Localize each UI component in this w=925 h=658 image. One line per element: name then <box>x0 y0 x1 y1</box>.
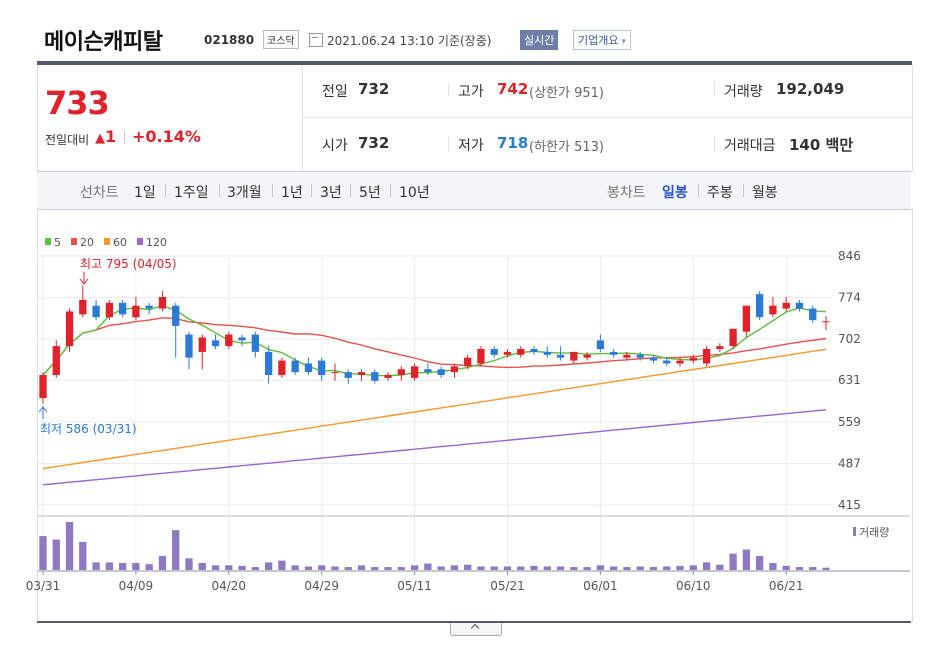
corp-info-dropdown[interactable]: 기업개요 <box>573 30 631 50</box>
candle-daily[interactable]: 일봉 <box>662 185 688 201</box>
cell-sep <box>448 82 449 96</box>
period-1y[interactable]: 1년 <box>281 185 303 201</box>
tab-sep <box>698 184 699 197</box>
cell-sep <box>714 137 715 151</box>
amount-value: 140 백만 <box>789 136 854 154</box>
open-value: 732 <box>358 134 390 152</box>
cell-sep <box>448 137 449 151</box>
volume-value: 192,049 <box>776 80 845 98</box>
period-3m[interactable]: 3개월 <box>227 185 262 201</box>
market-badge: 코스닥 <box>263 30 299 49</box>
current-price: 733 <box>45 84 110 122</box>
lower-limit: (하한가 513) <box>529 140 604 155</box>
collapse-button[interactable] <box>450 623 502 636</box>
line-chart-label: 선차트 <box>80 185 119 201</box>
high-label: 고가 <box>458 84 484 100</box>
stock-code: 021880 <box>204 33 255 47</box>
period-1d[interactable]: 1일 <box>134 185 156 201</box>
chart-area <box>37 208 913 622</box>
amount-label: 거래대금 <box>724 138 776 154</box>
tab-sep <box>165 184 166 197</box>
tab-sep <box>743 184 744 197</box>
up-triangle-icon: ▲ <box>95 131 105 146</box>
top-divider <box>37 61 912 65</box>
change-value: ▲1 <box>95 127 116 146</box>
prev-close-value: 732 <box>358 80 390 98</box>
chart-toolbar <box>37 171 911 210</box>
period-10y[interactable]: 10년 <box>399 185 430 201</box>
tab-sep <box>350 184 351 197</box>
period-1w[interactable]: 1주일 <box>174 185 209 201</box>
candle-weekly[interactable]: 주봉 <box>707 185 733 201</box>
low-value: 718 <box>497 134 529 152</box>
tab-sep <box>311 184 312 197</box>
bottom-divider <box>37 621 911 623</box>
tab-sep <box>390 184 391 197</box>
quote-row-divider <box>302 117 911 118</box>
period-5y[interactable]: 5년 <box>359 185 381 201</box>
volume-label: 거래량 <box>724 84 763 100</box>
realtime-button[interactable]: 실시간 <box>520 30 559 50</box>
company-name: 메이슨캐피탈 <box>44 30 163 55</box>
calendar-icon <box>309 33 323 47</box>
change-amount: 1 <box>105 127 117 146</box>
open-label: 시가 <box>322 138 348 154</box>
change-percent: +0.14% <box>124 127 201 146</box>
upper-limit: (상한가 951) <box>529 86 604 101</box>
candle-chart-label: 봉차트 <box>607 185 646 201</box>
high-value: 742 <box>497 80 529 98</box>
prev-close-label: 전일 <box>322 84 348 100</box>
tab-sep <box>219 184 220 197</box>
change-label: 전일대비 <box>45 133 90 147</box>
quote-divider <box>302 65 303 171</box>
low-label: 저가 <box>458 138 484 154</box>
cell-sep <box>714 82 715 96</box>
as-of-timestamp: 2021.06.24 13:10 기준(장중) <box>327 34 492 48</box>
candle-monthly[interactable]: 월봉 <box>752 185 778 201</box>
period-3y[interactable]: 3년 <box>320 185 342 201</box>
quote-panel <box>37 65 913 171</box>
tab-sep <box>272 184 273 197</box>
